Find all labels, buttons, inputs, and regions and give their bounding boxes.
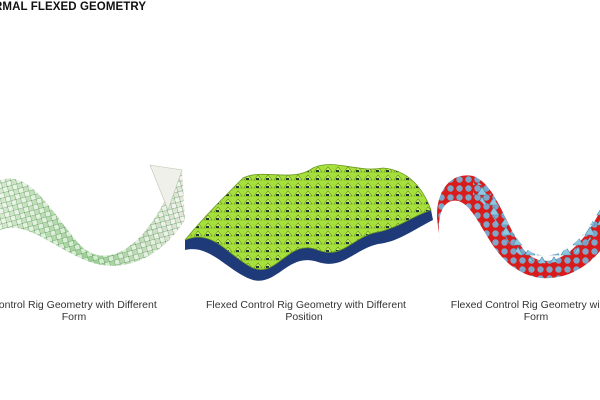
- caption-3: Flexed Control Rig Geometry with Di Form: [438, 299, 600, 323]
- caption-1-line-1: Control Rig Geometry with Different: [0, 299, 157, 311]
- geometry-render-2: [184, 164, 433, 281]
- caption-3-line-2: Form: [523, 311, 549, 323]
- caption-2: Flexed Control Rig Geometry with Differe…: [206, 299, 406, 323]
- caption-1: Control Rig Geometry with Different Form: [0, 299, 164, 323]
- caption-1-line-2: Form: [61, 311, 87, 323]
- caption-2-line-1: Flexed Control Rig Geometry with Differe…: [206, 299, 406, 311]
- geometry-render-3: [437, 175, 600, 279]
- caption-3-line-1: Flexed Control Rig Geometry with Di: [450, 299, 600, 311]
- geometry-render-1: [0, 164, 185, 266]
- page-title: RMAL FLEXED GEOMETRY: [0, 1, 147, 13]
- caption-2-line-2: Position: [285, 311, 323, 323]
